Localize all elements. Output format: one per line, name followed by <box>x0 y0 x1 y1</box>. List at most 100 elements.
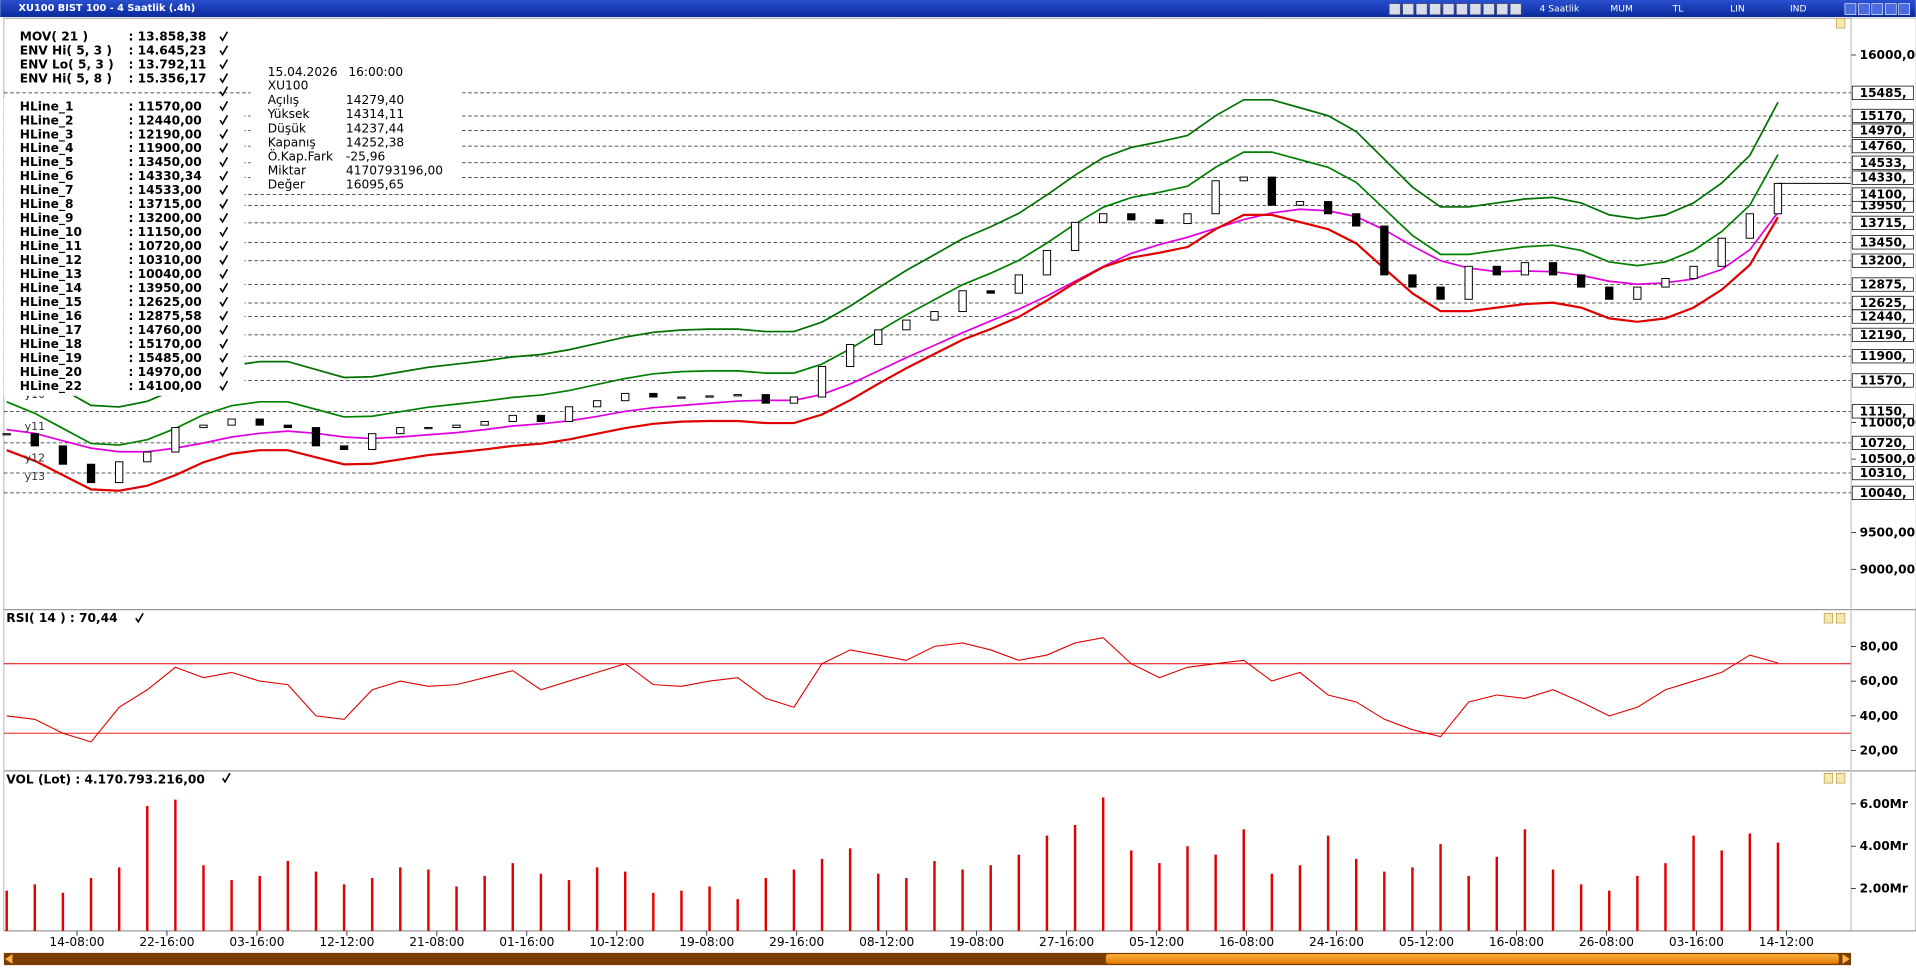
legend-value: : 11570,00 <box>128 99 201 113</box>
h-line-tag-label: 13450, <box>1860 235 1907 249</box>
volume-bar <box>652 892 655 931</box>
y-tick-label: 10500,00 <box>1860 452 1916 466</box>
candle-body <box>1773 182 1783 215</box>
y-tick-label: 16000,00 <box>1860 48 1916 62</box>
legend-value: : 14.645,23 <box>128 44 206 58</box>
y-tick-label: 60,00 <box>1860 674 1899 688</box>
x-tick-label: 05-12:00 <box>1129 935 1184 949</box>
volume-bar <box>624 871 627 931</box>
y-tick-label: 9500,00 <box>1860 526 1916 540</box>
tool-icon <box>1456 3 1468 15</box>
tool-icon <box>1483 3 1495 15</box>
candle-body <box>424 427 433 430</box>
window-title: XU100 BIST 100 - 4 Saatlik (.4h) <box>19 3 196 14</box>
x-tick-label: 24-16:00 <box>1309 935 1364 949</box>
indicator-line <box>6 151 1779 446</box>
volume-bar <box>89 877 93 931</box>
candle-body <box>1689 265 1698 279</box>
h-line-tag <box>1851 85 1914 100</box>
x-tick-label: 16-08:00 <box>1219 935 1274 949</box>
x-tick-label: 10-12:00 <box>589 935 644 949</box>
toolbar-item: LIN <box>1730 4 1745 15</box>
candle-body <box>564 406 574 422</box>
candle-body <box>930 311 939 321</box>
panel-button <box>1836 18 1846 29</box>
legend-value: : 13450,00 <box>128 155 201 169</box>
legend-name: HLine_6 <box>20 169 74 184</box>
h-line-tag-label: 12190, <box>1860 328 1907 342</box>
panel-buttons[interactable] <box>1823 18 1846 784</box>
h-line-tag <box>1851 123 1914 138</box>
candle-body <box>733 394 742 397</box>
tool-icon <box>1469 3 1482 15</box>
legend-value: : 13.858,38 <box>128 30 206 44</box>
volume-bar <box>1495 856 1499 931</box>
h-line-tag <box>1851 170 1914 185</box>
window-button <box>1898 3 1910 15</box>
volume-bar <box>399 867 402 931</box>
volume-bar <box>877 873 880 931</box>
check-icon <box>219 45 229 56</box>
indicator-line <box>6 208 1779 453</box>
y-tick-label: 20,00 <box>1860 744 1899 758</box>
volume-bar <box>736 899 739 931</box>
candle-body <box>396 427 405 435</box>
indicator-line <box>6 213 1779 492</box>
x-tick-label: 16-08:00 <box>1489 935 1544 949</box>
candle-body <box>874 329 883 345</box>
info-value: 16095,65 <box>346 177 404 191</box>
check-icon <box>219 380 229 392</box>
toolbar[interactable]: 4 Saatlik MUM TL LIN IND <box>1388 3 1910 15</box>
tool-icon <box>1429 3 1441 15</box>
h-line-tag <box>1851 485 1914 500</box>
x-tick-label: 08-12:00 <box>859 935 914 949</box>
candle-body <box>1155 219 1164 225</box>
candle-body <box>1267 176 1277 206</box>
volume-bar <box>595 867 599 931</box>
check-icon <box>219 310 229 322</box>
volume-bar <box>1664 863 1667 931</box>
candle-body <box>30 433 39 447</box>
legend-value: : 10310,00 <box>128 253 201 267</box>
candle-body <box>1070 221 1080 251</box>
legend-value: : 14760,00 <box>128 323 201 337</box>
volume-bar <box>1354 858 1358 931</box>
legend-value: : 12875,58 <box>128 309 201 323</box>
candle-body <box>508 414 517 422</box>
y-tick-label: 40,00 <box>1860 709 1899 723</box>
toolbar-item: 4 Saatlik <box>1540 4 1580 15</box>
candle-body <box>114 461 124 484</box>
check-icon <box>219 366 229 378</box>
volume-bar <box>202 865 205 931</box>
tool-icon <box>1402 3 1414 15</box>
legend-name: HLine_22 <box>20 379 82 394</box>
candle-body <box>86 463 96 484</box>
legend-value: : 15170,00 <box>128 337 201 351</box>
h-line-tag <box>1851 215 1914 230</box>
candle-body <box>1633 286 1642 300</box>
legend-value: : 11900,00 <box>128 141 201 155</box>
volume-bar <box>792 869 796 931</box>
info-value: 4170793196,00 <box>346 163 443 177</box>
h-line-tag <box>1851 277 1914 292</box>
x-tick-label: 12-12:00 <box>319 935 374 949</box>
legend-value: : 15485,00 <box>128 351 201 365</box>
candle-body <box>452 424 461 428</box>
x-tick-label: 01-16:00 <box>499 935 554 949</box>
info-label: Açılış <box>268 93 299 107</box>
candle-body <box>649 392 658 398</box>
check-icon <box>219 73 229 84</box>
volume-bar <box>286 861 290 931</box>
tool-icon <box>1388 3 1401 15</box>
check-icon <box>219 114 229 126</box>
candle-body <box>677 396 686 399</box>
candle-body <box>1520 262 1530 276</box>
legend-name: ENV Hi( 5, 8 ) <box>20 71 112 85</box>
x-tick-label: 22-16:00 <box>139 935 194 949</box>
h-line-tag <box>1851 465 1914 481</box>
scrollbar-thumb[interactable] <box>1105 954 1839 964</box>
legend-value: : 13950,00 <box>128 281 201 295</box>
tool-icon <box>1442 3 1455 15</box>
legend-name: HLine_8 <box>20 197 74 212</box>
